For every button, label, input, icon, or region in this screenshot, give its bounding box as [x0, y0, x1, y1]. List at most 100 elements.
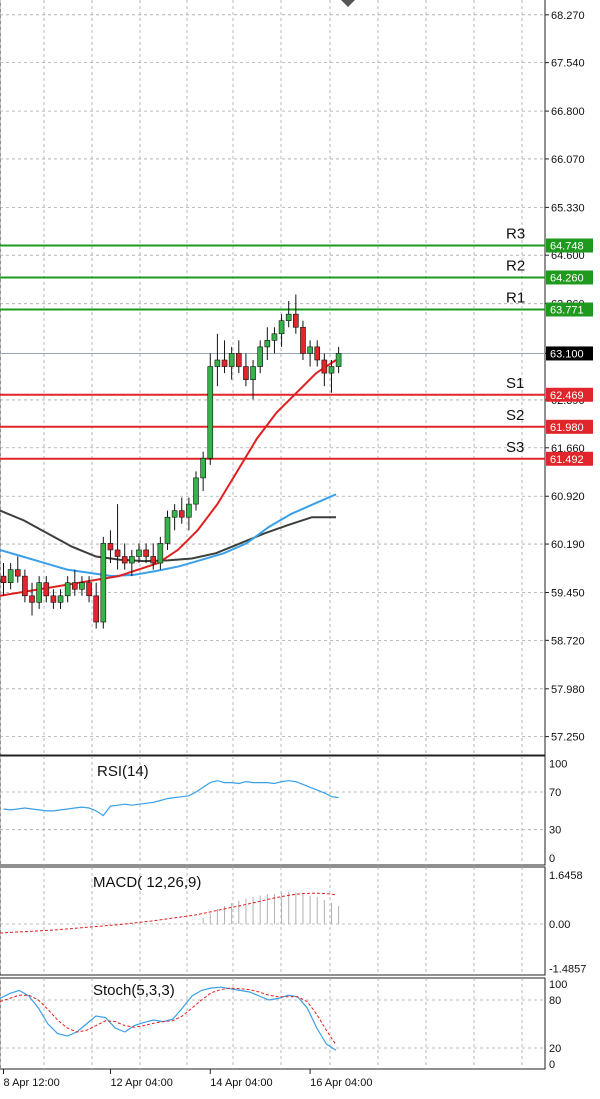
candle-body: [36, 582, 42, 603]
candle-body: [157, 543, 164, 564]
candle-body: [193, 477, 199, 505]
support-resistance-levels: R3 R2 R1 S1 S2 S3: [0, 226, 545, 460]
time-tick-label: 8 Apr 12:00: [4, 1077, 60, 1089]
price-tick-label: 59.450: [551, 588, 585, 600]
candle-body: [307, 346, 313, 354]
stoch-tick-label: 80: [549, 995, 561, 1007]
moving-average-blue: [0, 493, 337, 578]
candle-body: [29, 595, 35, 603]
rsi-tick-label: 30: [549, 825, 561, 837]
level-tag-r2: [546, 270, 593, 285]
candle-body: [221, 359, 228, 367]
candle-body: [7, 569, 14, 583]
candle-body: [328, 366, 335, 374]
macd-signal-line: [0, 892, 337, 934]
candle-body: [79, 582, 85, 590]
moving-averages: [0, 359, 337, 597]
candle-body: [93, 595, 99, 623]
moving-average-red: [0, 359, 337, 597]
candle-body: [107, 543, 114, 551]
candle-body: [171, 510, 178, 518]
candle-body: [143, 549, 149, 557]
level-name-s1: S1: [506, 375, 524, 392]
rsi-panel-frame: [0, 755, 546, 866]
level-tag-label: 63.771: [550, 304, 584, 316]
candle-body: [22, 575, 28, 597]
candle-body: [200, 457, 206, 479]
rsi-title: RSI(14): [97, 763, 149, 780]
rsi-panel: 100 70 30 0: [3, 759, 567, 865]
rsi-tick-label: 70: [549, 787, 561, 799]
candle-body: [136, 549, 142, 557]
candle-body: [264, 340, 271, 348]
candle-body: [293, 313, 299, 328]
level-tag-s3: [546, 451, 593, 466]
candle-body: [114, 549, 121, 557]
macd-panel: 1.6458 0.00 -1.4857: [0, 870, 586, 975]
level-tag-r3: [546, 238, 593, 253]
candle-body: [314, 346, 321, 361]
stoch-panel-frame: [0, 977, 546, 1070]
candle-body: [250, 366, 256, 380]
level-name-s3: S3: [506, 439, 524, 456]
time-tick-label: 14 Apr 04:00: [210, 1077, 272, 1089]
candle-body: [50, 595, 57, 603]
level-tag-s2: [546, 419, 593, 434]
candle-body: [150, 556, 157, 564]
current-price-tag: [546, 346, 593, 361]
candle-body: [214, 359, 221, 367]
macd-title: MACD( 12,26,9): [93, 874, 201, 891]
level-price-tags: 64.748 64.260 63.771 62.469 61.980 61.492 63.1…: [546, 238, 593, 466]
stoch-tick-label: 100: [549, 979, 567, 991]
candle-body: [243, 366, 249, 380]
candle-body: [64, 582, 71, 597]
rsi-line: [3, 780, 339, 817]
level-tag-s1: [546, 387, 593, 402]
stoch-title: Stoch(5,3,3): [93, 982, 175, 999]
candle-body: [300, 326, 306, 354]
price-axis: 68.27067.54066.80066.07065.33064.60063.8…: [545, 10, 585, 744]
candle-body: [100, 543, 107, 623]
price-tick-label: 60.190: [551, 539, 585, 551]
candle-body: [285, 313, 292, 321]
time-axis: 8 Apr 12:00 12 Apr 04:00 14 Apr 04:00 16 Ap…: [3, 1069, 372, 1089]
candle-body: [57, 595, 64, 603]
current-price-label: 63.100: [550, 348, 584, 360]
candle-body: [178, 510, 185, 518]
candle-body: [321, 359, 328, 374]
price-tick-label: 68.270: [551, 10, 585, 22]
candlesticks: [0, 294, 342, 629]
stoch-panel: 100 80 20 0: [0, 979, 567, 1071]
level-name-r2: R2: [506, 257, 525, 274]
candle-body: [86, 582, 92, 597]
candle-body: [14, 569, 21, 577]
level-name-s2: S2: [506, 407, 524, 424]
candle-body: [129, 556, 135, 564]
price-tick-label: 67.540: [551, 58, 585, 70]
price-tick-label: 64.600: [551, 250, 585, 262]
candle-body: [235, 353, 242, 367]
stoch-d-line: [0, 987, 337, 1046]
level-name-r3: R3: [506, 226, 525, 243]
stoch-k-line: [0, 986, 337, 1051]
candle-body: [164, 516, 171, 544]
moving-average-dark: [0, 509, 336, 563]
price-tick-label: 60.920: [551, 491, 585, 503]
candle-body: [186, 503, 192, 518]
price-tick-label: 66.800: [551, 106, 585, 118]
price-tick-label: 58.720: [551, 635, 585, 647]
macd-tick-label: 0.00: [549, 919, 570, 931]
time-tick-label: 16 Apr 04:00: [310, 1077, 372, 1089]
stoch-tick-label: 0: [549, 1059, 555, 1071]
level-tag-r1: [546, 302, 593, 317]
candle-body: [72, 582, 78, 590]
scroll-marker-icon[interactable]: [341, 0, 355, 7]
level-tag-label: 64.260: [550, 272, 584, 284]
candle-body: [257, 346, 263, 367]
macd-tick-label: 1.6458: [549, 870, 583, 882]
candle-body: [43, 582, 50, 597]
price-tick-label: 65.330: [551, 202, 585, 214]
stoch-tick-label: 20: [549, 1043, 561, 1055]
candle-body: [121, 556, 128, 564]
candle-body: [271, 333, 278, 341]
